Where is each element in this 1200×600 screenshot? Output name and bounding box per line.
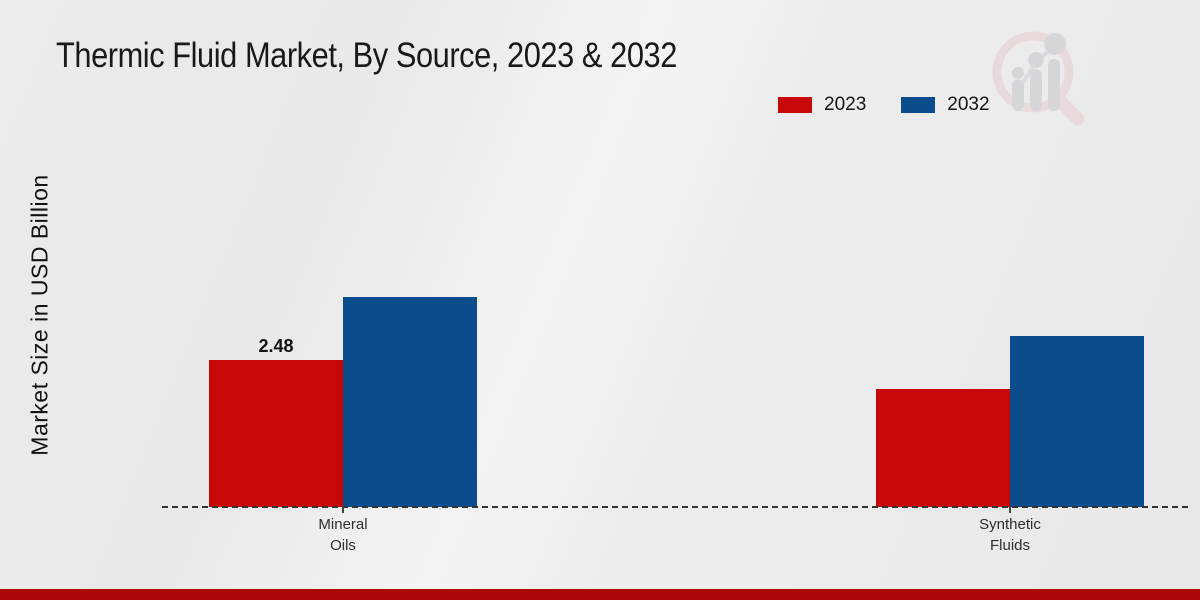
legend-item-2032: 2032	[901, 94, 990, 116]
legend-swatch-2023	[778, 97, 812, 113]
legend: 2023 2032	[778, 94, 990, 116]
category-label-mineral-oils: Mineral Oils	[318, 516, 368, 554]
bar-2032-category-1	[1010, 336, 1144, 507]
legend-item-2023: 2023	[778, 94, 866, 116]
bar-2032-category-0	[343, 297, 477, 507]
magnifier-bar-chart-watermark-icon	[992, 31, 1085, 126]
bar-2023-category-0	[209, 360, 343, 507]
bottom-accent-bar	[0, 589, 1200, 600]
x-axis-baseline	[162, 506, 1188, 508]
bar-2023-category-1	[876, 389, 1010, 507]
legend-label-2032: 2032	[947, 94, 990, 115]
legend-label-2023: 2023	[824, 94, 867, 115]
category-label-synthetic-fluids: Synthetic Fluids	[979, 516, 1041, 554]
bar-value-label: 2.48	[258, 336, 294, 356]
x-axis-tick-mineral-oils	[342, 507, 344, 513]
legend-swatch-2032	[901, 97, 936, 113]
chart-title: Thermic Fluid Market, By Source, 2023 & …	[56, 36, 677, 75]
x-axis-tick-synthetic-fluids	[1009, 507, 1011, 513]
